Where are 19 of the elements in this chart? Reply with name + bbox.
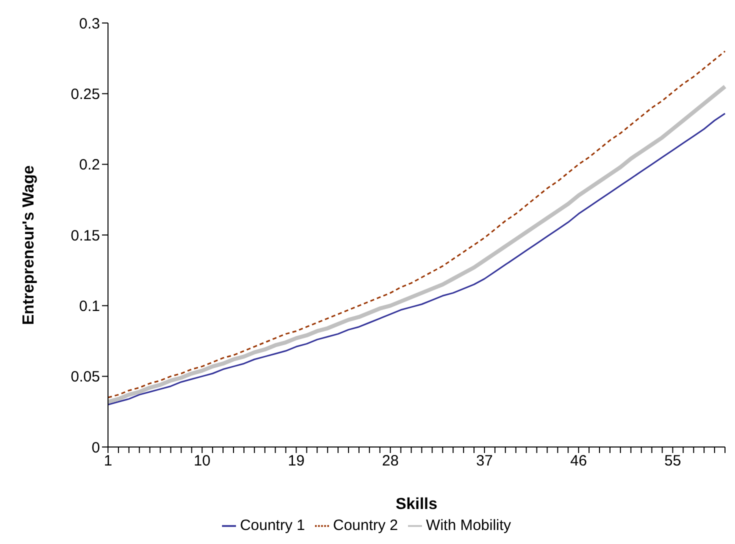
x-axis-title: Skills	[396, 496, 438, 513]
x-tick-label: 55	[664, 452, 682, 470]
y-tick-label: 0.3	[79, 15, 100, 32]
x-tick-label: 37	[476, 452, 493, 470]
x-tick-label: 28	[382, 452, 399, 470]
legend-label: Country 2	[332, 517, 398, 534]
y-tick-label: 0.2	[79, 156, 100, 174]
legend-label: Country 1	[240, 517, 305, 534]
y-tick-label: 0.1	[79, 298, 100, 315]
y-tick-label: 0.25	[70, 86, 100, 103]
x-tick-label: 46	[570, 452, 587, 470]
legend-label: With Mobility	[426, 517, 512, 534]
x-tick-label: 19	[288, 452, 305, 470]
y-tick-label: 0.15	[70, 227, 100, 244]
y-tick-label: 0.05	[70, 368, 100, 386]
y-axis-title: Entrepreneur's Wage	[20, 165, 38, 325]
x-tick-label: 1	[104, 452, 112, 470]
y-tick-label: 0	[92, 439, 100, 456]
x-tick-label: 10	[194, 452, 210, 470]
